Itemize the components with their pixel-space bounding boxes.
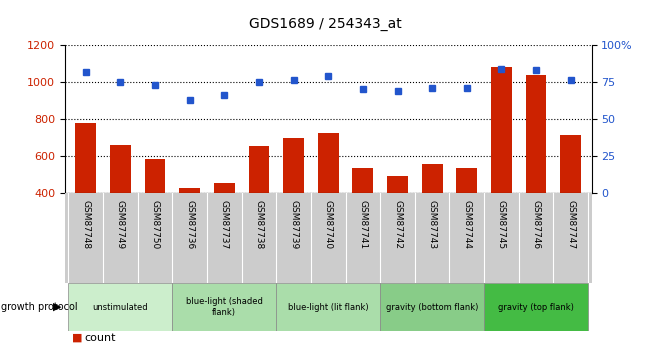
Bar (560, 135, 581, 193)
Text: ■: ■ (72, 333, 82, 343)
Text: GSM87740: GSM87740 (324, 200, 333, 249)
Bar (214, 184, 235, 193)
Text: growth protocol: growth protocol (1, 302, 78, 312)
Text: GSM87738: GSM87738 (254, 200, 263, 250)
Text: GSM87749: GSM87749 (116, 200, 125, 249)
Bar (526, 76, 547, 193)
Text: blue-light (lit flank): blue-light (lit flank) (288, 303, 369, 312)
Text: GSM87741: GSM87741 (358, 200, 367, 249)
Text: count: count (84, 333, 116, 343)
Text: GSM87750: GSM87750 (151, 200, 159, 250)
Text: gravity (top flank): gravity (top flank) (498, 303, 574, 312)
Bar (380, 283, 484, 331)
Text: GSM87744: GSM87744 (462, 200, 471, 249)
Text: GSM87739: GSM87739 (289, 200, 298, 250)
Text: GSM87742: GSM87742 (393, 200, 402, 249)
Text: blue-light (shaded
flank): blue-light (shaded flank) (186, 297, 263, 317)
Text: GDS1689 / 254343_at: GDS1689 / 254343_at (248, 17, 402, 31)
Text: GSM87746: GSM87746 (532, 200, 541, 249)
Bar (387, 176, 408, 193)
Bar (172, 283, 276, 331)
Text: GSM87745: GSM87745 (497, 200, 506, 249)
Bar (68, 283, 172, 331)
Bar (422, 165, 443, 193)
Bar (283, 138, 304, 193)
Text: GSM87737: GSM87737 (220, 200, 229, 250)
Text: gravity (bottom flank): gravity (bottom flank) (386, 303, 478, 312)
Bar (491, 67, 512, 193)
Bar (248, 147, 269, 193)
Text: GSM87748: GSM87748 (81, 200, 90, 249)
Text: GSM87743: GSM87743 (428, 200, 437, 249)
Text: ▶: ▶ (53, 302, 62, 312)
Text: GSM87747: GSM87747 (566, 200, 575, 249)
Text: GSM87736: GSM87736 (185, 200, 194, 250)
Bar (276, 283, 380, 331)
Bar (456, 168, 477, 193)
Bar (484, 283, 588, 331)
Bar (145, 159, 166, 193)
Bar (75, 123, 96, 193)
Bar (110, 145, 131, 193)
Bar (179, 188, 200, 193)
Bar (352, 168, 373, 193)
Text: unstimulated: unstimulated (92, 303, 148, 312)
Bar (318, 133, 339, 193)
